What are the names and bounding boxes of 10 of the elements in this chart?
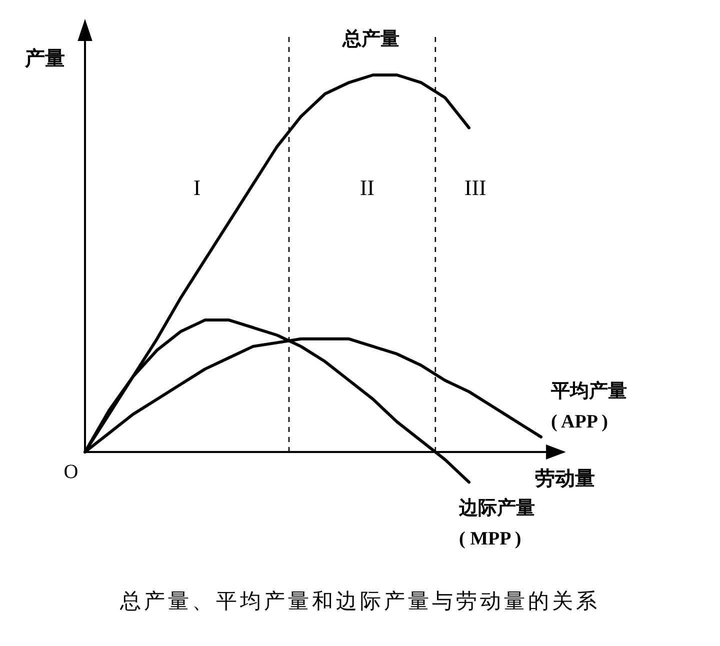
y-axis-title: 产量	[24, 47, 65, 70]
series-label: 平均产量 ( APP )	[550, 380, 627, 432]
text: 总产量、平均产量和边际产量与劳动量的关系	[119, 589, 600, 613]
annotation: II	[360, 175, 375, 200]
text: O	[64, 461, 78, 483]
series-label: 总产量	[342, 28, 400, 50]
annotation: I	[193, 175, 201, 200]
x-axis-title: 劳动量	[535, 468, 595, 490]
series-label: 边际产量 ( MPP )	[458, 497, 535, 550]
annotation: III	[464, 175, 486, 200]
